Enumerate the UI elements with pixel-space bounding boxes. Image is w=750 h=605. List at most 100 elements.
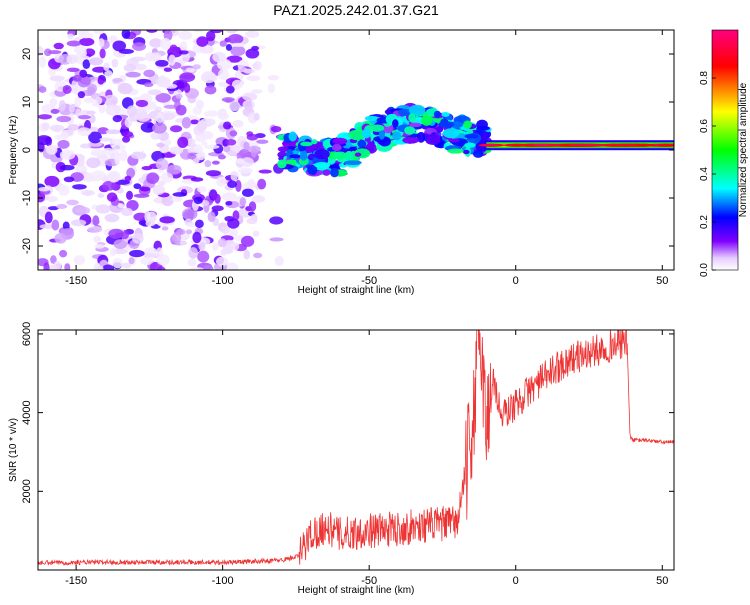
spectrogram-cell — [198, 241, 206, 251]
spectrogram-cell — [124, 117, 133, 128]
spectrogram-cell — [47, 50, 62, 55]
spectrogram-cell — [92, 215, 100, 226]
spectrogram-cell — [94, 244, 105, 249]
spectrogram-cell — [168, 54, 176, 66]
spectrogram-cell — [49, 124, 65, 132]
spectrogram-cell — [93, 235, 102, 244]
spectrogram-cell — [245, 30, 260, 38]
spectrogram-cell — [102, 180, 116, 191]
spectrogram-cell — [38, 135, 52, 146]
spectrogram-cell — [166, 164, 182, 175]
spectrogram-cell — [392, 119, 399, 128]
spectrogram-x-tick-label: -50 — [361, 275, 377, 287]
spectrogram-cell — [211, 160, 220, 165]
spectrogram-cell — [152, 184, 166, 195]
spectrogram-x-tick-label: -150 — [65, 275, 87, 287]
spectrogram-cell — [361, 128, 371, 139]
spectrogram-cell — [441, 111, 450, 117]
spectrogram-cell — [433, 110, 441, 118]
spectrogram-cell — [75, 206, 91, 215]
spectrogram-cell — [205, 30, 216, 42]
spectrogram-cell — [204, 85, 217, 95]
spectrogram-cell — [240, 157, 254, 168]
spectrogram-cell — [442, 128, 460, 139]
spectrogram-cell — [54, 232, 67, 244]
spectrogram-cell — [47, 206, 59, 211]
spectrogram-cell — [107, 170, 121, 183]
spectrogram-cell — [193, 144, 204, 154]
spectrogram-cell — [269, 237, 284, 242]
spectrogram-cell — [230, 171, 238, 182]
spectrogram-cell — [38, 56, 47, 68]
spectrogram-cell — [284, 159, 299, 165]
spectrogram-cell — [99, 48, 106, 59]
spectrogram-cell — [343, 160, 362, 166]
spectrogram-cell — [230, 45, 246, 57]
spectrogram-cell — [196, 120, 208, 132]
spectrogram-cell — [212, 242, 219, 251]
spectrogram-cell — [133, 63, 147, 71]
spectrogram-cell — [241, 188, 254, 197]
spectrogram-cell — [169, 146, 184, 155]
colorbar-ticks: 0.0 0.2 0.4 0.6 0.8 — [699, 71, 716, 277]
spectrogram-cell — [187, 152, 197, 160]
spectrogram-cell — [128, 249, 145, 258]
spectrogram-cell — [64, 263, 71, 270]
spectrogram-cell — [299, 149, 308, 161]
spectrogram-cell — [214, 193, 221, 204]
spectrogram-cell — [463, 149, 470, 155]
spectrogram-cell — [243, 249, 251, 260]
spectrogram-cell — [221, 225, 230, 234]
spectrogram-cell — [392, 131, 402, 141]
spectrogram-cell — [86, 157, 101, 169]
spectrogram-cell — [300, 141, 313, 147]
spectrogram-cell — [216, 176, 227, 187]
spectrogram-x-axis-label: Height of straight line (km) — [298, 285, 415, 296]
spectrogram-cell — [50, 108, 60, 114]
spectrogram-cell — [86, 110, 96, 115]
spectrogram-cell — [152, 122, 167, 134]
spectrogram-cell — [79, 143, 92, 149]
spectrogram-cell — [235, 179, 242, 192]
spectrogram-cell — [66, 40, 81, 47]
spectrogram-cell — [66, 67, 80, 73]
spectrogram-cell — [45, 144, 58, 155]
spectrogram-cell — [227, 33, 244, 45]
spectrogram-cell — [147, 89, 162, 96]
spectrogram-cell — [123, 63, 136, 72]
spectrogram-cell — [193, 196, 203, 205]
spectrogram-cell — [38, 186, 51, 192]
spectrogram-cell — [211, 205, 224, 212]
spectrogram-cell — [63, 176, 75, 183]
spectrogram-cell — [103, 94, 119, 107]
spectrogram-cell — [257, 178, 267, 190]
spectrogram-cell — [238, 167, 253, 174]
spectrogram-cell — [160, 171, 174, 183]
spectrogram-cell — [221, 97, 235, 103]
spectrogram-cell — [161, 194, 174, 207]
spectrogram-cell — [354, 152, 362, 157]
colorbar-tick-label: 0.6 — [699, 119, 710, 133]
spectrogram-cell — [252, 230, 260, 237]
spectrogram-cell — [233, 145, 242, 153]
spectrogram-cell — [179, 72, 196, 83]
spectrogram-cell — [332, 137, 348, 145]
spectrogram-cell — [250, 89, 263, 94]
spectrogram-cell — [51, 219, 60, 231]
spectrogram-cell — [172, 192, 187, 197]
spectrogram-cell — [223, 121, 232, 130]
spectrogram-cell — [80, 189, 95, 196]
spectrogram-cell — [220, 250, 227, 256]
spectrogram-cell — [135, 99, 149, 108]
spectrogram-cell — [175, 93, 183, 99]
spectrogram-cell — [251, 195, 266, 203]
spectrogram-cell — [463, 120, 472, 129]
spectrogram-cell — [200, 71, 217, 84]
spectrogram-cell — [156, 254, 170, 266]
spectrogram-cell — [448, 138, 460, 143]
spectrogram-cell — [98, 38, 105, 48]
colorbar-tick-label: 0.8 — [699, 71, 710, 85]
snr-y-axis-label: SNR (10 * v/v) — [8, 418, 19, 482]
spectrogram-cell — [246, 75, 261, 82]
spectrogram-cell — [185, 229, 193, 235]
